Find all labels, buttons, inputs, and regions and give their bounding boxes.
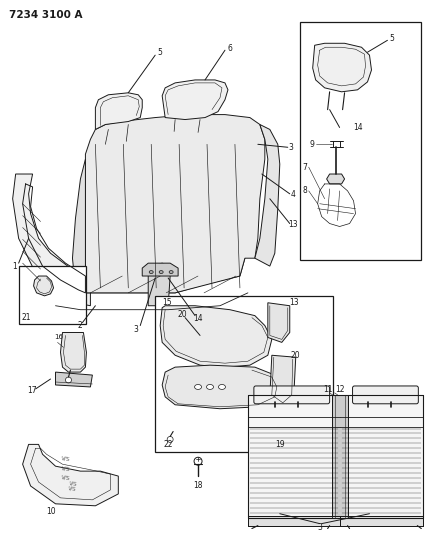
Text: 14: 14 bbox=[193, 314, 203, 323]
Polygon shape bbox=[270, 356, 296, 405]
Text: 10: 10 bbox=[46, 507, 55, 516]
Text: 14: 14 bbox=[353, 123, 363, 132]
Text: 1: 1 bbox=[12, 262, 17, 271]
Polygon shape bbox=[148, 263, 170, 306]
Text: 18: 18 bbox=[193, 481, 203, 490]
Text: 13: 13 bbox=[289, 298, 299, 307]
Text: 5: 5 bbox=[389, 34, 394, 43]
Text: 6: 6 bbox=[227, 44, 233, 53]
Polygon shape bbox=[60, 333, 86, 372]
Polygon shape bbox=[268, 303, 290, 342]
Text: 21: 21 bbox=[22, 313, 31, 322]
Polygon shape bbox=[23, 445, 118, 506]
Circle shape bbox=[194, 457, 202, 465]
Polygon shape bbox=[142, 263, 178, 276]
Polygon shape bbox=[33, 276, 54, 296]
Text: 19: 19 bbox=[275, 440, 284, 449]
Polygon shape bbox=[313, 43, 372, 92]
Polygon shape bbox=[160, 306, 272, 367]
Polygon shape bbox=[55, 372, 92, 387]
Circle shape bbox=[167, 437, 173, 442]
Ellipse shape bbox=[195, 384, 202, 390]
Text: 8: 8 bbox=[303, 187, 308, 196]
Text: 17: 17 bbox=[27, 386, 36, 395]
Text: 3: 3 bbox=[288, 143, 293, 152]
Text: V/S
V/S: V/S V/S bbox=[68, 480, 77, 492]
Bar bbox=[300, 22, 421, 260]
Text: 7234 3100 A: 7234 3100 A bbox=[9, 10, 82, 20]
Ellipse shape bbox=[206, 384, 214, 390]
Polygon shape bbox=[248, 395, 423, 518]
Text: 5: 5 bbox=[158, 47, 163, 56]
Polygon shape bbox=[248, 516, 340, 526]
Polygon shape bbox=[340, 516, 423, 526]
Text: 12: 12 bbox=[335, 385, 344, 394]
Polygon shape bbox=[162, 80, 228, 119]
Text: 13: 13 bbox=[288, 220, 298, 229]
Polygon shape bbox=[13, 174, 91, 306]
Text: 15: 15 bbox=[162, 298, 172, 307]
Polygon shape bbox=[332, 395, 347, 518]
Polygon shape bbox=[326, 174, 344, 184]
Text: 20: 20 bbox=[291, 351, 301, 360]
Text: 16: 16 bbox=[54, 334, 63, 341]
Text: 3: 3 bbox=[134, 325, 139, 334]
Polygon shape bbox=[73, 159, 85, 293]
Text: V/S: V/S bbox=[60, 475, 70, 481]
Polygon shape bbox=[255, 125, 280, 266]
Ellipse shape bbox=[218, 384, 226, 390]
Circle shape bbox=[66, 377, 72, 383]
Text: 22: 22 bbox=[163, 440, 173, 449]
Text: 7: 7 bbox=[303, 163, 308, 172]
FancyBboxPatch shape bbox=[353, 386, 418, 404]
Text: 20: 20 bbox=[177, 310, 187, 319]
Polygon shape bbox=[95, 93, 142, 130]
Text: 3: 3 bbox=[317, 523, 322, 532]
Bar bbox=[18, 266, 86, 324]
Text: 11: 11 bbox=[323, 385, 332, 394]
Ellipse shape bbox=[169, 271, 173, 273]
Text: 9: 9 bbox=[310, 140, 315, 149]
Ellipse shape bbox=[149, 271, 153, 273]
Polygon shape bbox=[162, 365, 280, 409]
Text: V/S: V/S bbox=[60, 465, 70, 471]
Bar bbox=[155, 296, 332, 453]
Text: 4: 4 bbox=[290, 190, 295, 199]
Polygon shape bbox=[85, 115, 265, 293]
Polygon shape bbox=[76, 258, 245, 303]
FancyBboxPatch shape bbox=[254, 386, 329, 404]
Text: 2: 2 bbox=[77, 321, 82, 330]
Ellipse shape bbox=[159, 271, 163, 273]
Text: V/S: V/S bbox=[60, 455, 70, 462]
